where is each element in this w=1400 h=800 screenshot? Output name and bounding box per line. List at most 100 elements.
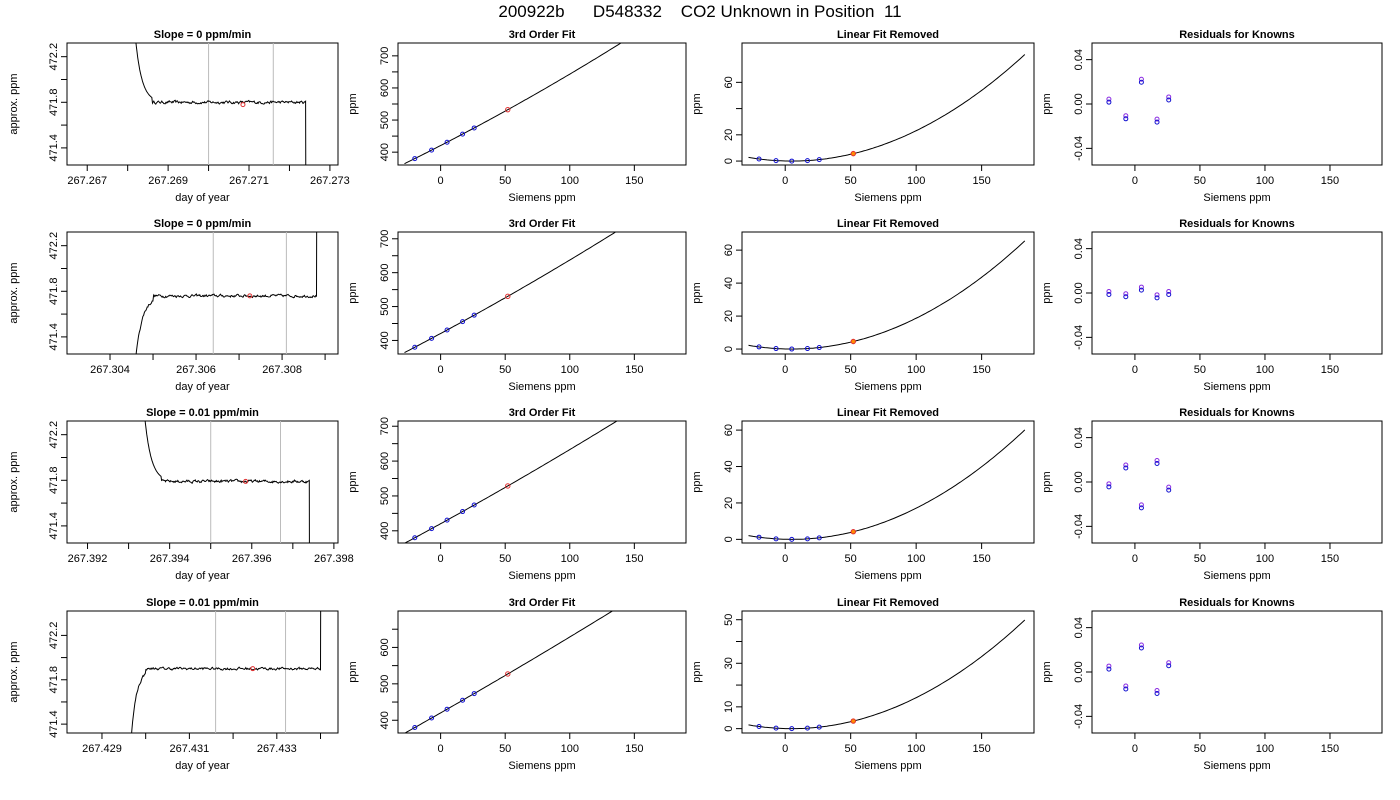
x-tick-label: 150 (1321, 553, 1339, 565)
fit-curve (748, 619, 1026, 730)
y-tick-label: 700 (379, 417, 391, 435)
x-tick-label: 0 (782, 175, 788, 187)
y-tick-label: 0.04 (1073, 238, 1085, 259)
fit-curve (748, 54, 1026, 162)
panel-4-2: 3rd Order Fit 0 50 100 150 400 500 600 Siemens p… (347, 597, 687, 772)
plot-frame (741, 610, 1035, 734)
plot-frame (1091, 420, 1383, 544)
y-tick-label: 400 (379, 522, 391, 540)
panel-3-2: 3rd Order Fit 0 50 100 150 400 500 600 700 Siemen… (347, 407, 687, 582)
residual-point (1154, 119, 1160, 125)
x-tick-label: 150 (972, 175, 990, 187)
chart-title: Residuals for Knowns (1179, 597, 1295, 609)
y-tick-label: 60 (723, 76, 735, 88)
y-tick-label: 471.8 (48, 666, 60, 694)
chart-title: 3rd Order Fit (509, 597, 576, 609)
y-tick-label: 471.4 (48, 512, 60, 540)
x-tick-label: 150 (625, 364, 643, 376)
x-tick-label: 100 (561, 175, 579, 187)
x-tick-label: 50 (1194, 743, 1206, 755)
y-tick-label: 600 (379, 452, 391, 470)
residual-point (1106, 481, 1112, 487)
x-tick-label: 100 (907, 743, 925, 755)
known-point (460, 697, 466, 703)
known-point (789, 726, 795, 732)
panel-3-1: Slope = 0.01 ppm/min 267.392 267.394 267.39… (8, 407, 354, 582)
plot-frame (397, 420, 687, 544)
plot-area (1106, 642, 1172, 696)
x-axis-label: Siemens ppm (854, 760, 921, 772)
plot-area (404, 232, 617, 354)
y-tick-label: -0.04 (1073, 704, 1085, 729)
y-tick-label: 0 (723, 536, 735, 542)
fit-curve (404, 43, 622, 165)
y-tick-label: 0.00 (1073, 661, 1085, 682)
y-tick-label: 471.8 (48, 89, 60, 117)
y-tick-label: 472.2 (48, 232, 60, 260)
y-tick-label: 400 (379, 711, 391, 729)
residual-point (1166, 484, 1172, 490)
fit-curve (404, 232, 617, 354)
fit-curve (404, 611, 614, 733)
known-point (816, 724, 822, 730)
residual-point (1138, 284, 1144, 290)
x-tick-label: 50 (1194, 175, 1206, 187)
panel-3-4: Residuals for Knowns 0 50 100 150 -0.04 0.00 0.… (1041, 407, 1383, 582)
y-tick-label: 0.00 (1073, 93, 1085, 114)
residual-point (1123, 291, 1129, 297)
y-tick-label: 472.2 (48, 43, 60, 71)
y-tick-label: 600 (379, 263, 391, 281)
unknown-point (850, 338, 857, 345)
x-tick-label: 267.269 (148, 175, 188, 187)
residual-point (1106, 96, 1112, 102)
x-axis-label: day of year (175, 192, 230, 204)
plot-frame (397, 610, 687, 734)
x-tick-label: 50 (1194, 553, 1206, 565)
x-tick-label: 267.308 (262, 364, 302, 376)
trace-line (131, 611, 322, 733)
plot-frame (741, 42, 1035, 166)
chart-title: Slope = 0 ppm/min (154, 218, 252, 230)
residual-point (1138, 287, 1144, 293)
plot-frame (66, 610, 339, 734)
residual-point (1154, 116, 1160, 122)
residual-point (1138, 505, 1144, 511)
x-tick-label: 100 (907, 364, 925, 376)
known-point (789, 536, 795, 542)
residual-point (1123, 113, 1129, 119)
x-axis-label: Siemens ppm (508, 381, 575, 393)
x-tick-label: 100 (1256, 743, 1274, 755)
x-tick-label: 267.306 (176, 364, 216, 376)
x-axis-label: day of year (175, 381, 230, 393)
y-tick-label: 400 (379, 331, 391, 349)
x-tick-label: 267.431 (170, 743, 210, 755)
known-point (816, 535, 822, 541)
known-point (773, 536, 779, 542)
x-tick-label: 0 (438, 553, 444, 565)
y-axis-label: ppm (691, 282, 703, 303)
known-point (816, 345, 822, 351)
x-tick-label: 0 (1132, 175, 1138, 187)
plot-area (748, 429, 1026, 542)
residual-point (1138, 76, 1144, 82)
chart-title: Linear Fit Removed (837, 218, 939, 230)
y-tick-label: 600 (379, 638, 391, 656)
unknown-point (850, 718, 857, 724)
x-tick-label: 150 (972, 553, 990, 565)
x-tick-label: 150 (1321, 364, 1339, 376)
known-point (444, 517, 450, 523)
residual-point (1123, 683, 1129, 689)
x-tick-label: 150 (1321, 175, 1339, 187)
known-point (816, 157, 822, 163)
y-axis-label: ppm (347, 471, 359, 492)
known-point (412, 535, 418, 541)
known-point (804, 158, 810, 164)
y-tick-label: 50 (723, 614, 735, 626)
y-tick-label: 471.8 (48, 278, 60, 306)
residual-point (1138, 642, 1144, 648)
y-tick-label: 471.4 (48, 323, 60, 351)
chart-title: Residuals for Knowns (1179, 218, 1295, 230)
y-axis-label: ppm (1041, 661, 1053, 682)
known-point (460, 319, 466, 325)
trace-line (144, 421, 310, 543)
